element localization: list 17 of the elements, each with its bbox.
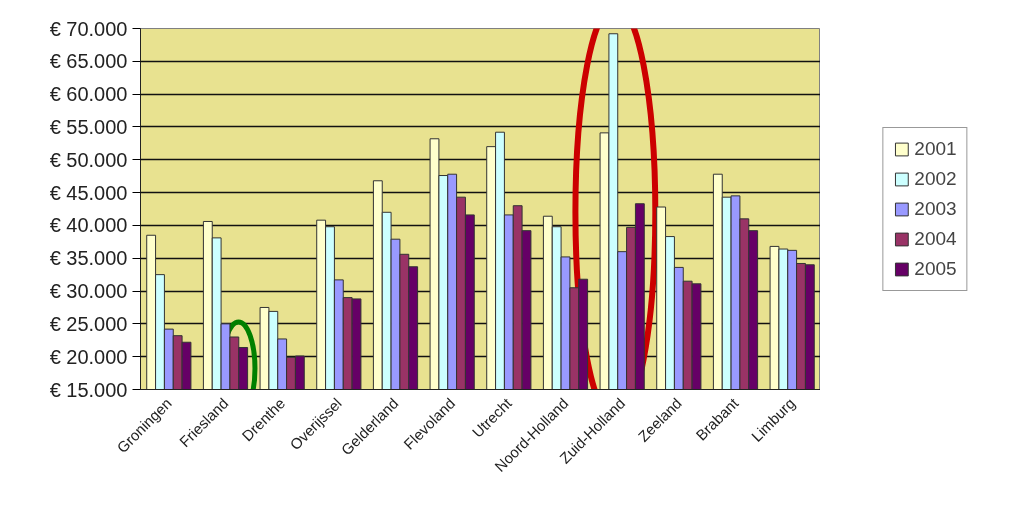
y-tick-label: € 70.000 [49,17,128,40]
y-tick-label: € 15.000 [49,378,128,401]
y-tick-label: € 35.000 [49,247,128,270]
y-tick-label: € 25.000 [49,312,128,335]
legend-label: 2003 [914,197,957,220]
y-tick-label: € 55.000 [49,115,128,138]
y-tick-label: € 60.000 [49,83,128,106]
legend-label: 2001 [914,137,957,160]
legend-label: 2002 [914,167,957,190]
y-tick-label: € 20.000 [49,345,128,368]
y-tick-label: € 65.000 [49,50,128,73]
legend-label: 2005 [914,257,957,280]
legend-label: 2004 [914,227,957,250]
y-tick-label: € 30.000 [49,280,128,303]
y-tick-label: € 40.000 [49,214,128,237]
y-tick-label: € 50.000 [49,148,128,171]
y-tick-label: € 45.000 [49,181,128,204]
